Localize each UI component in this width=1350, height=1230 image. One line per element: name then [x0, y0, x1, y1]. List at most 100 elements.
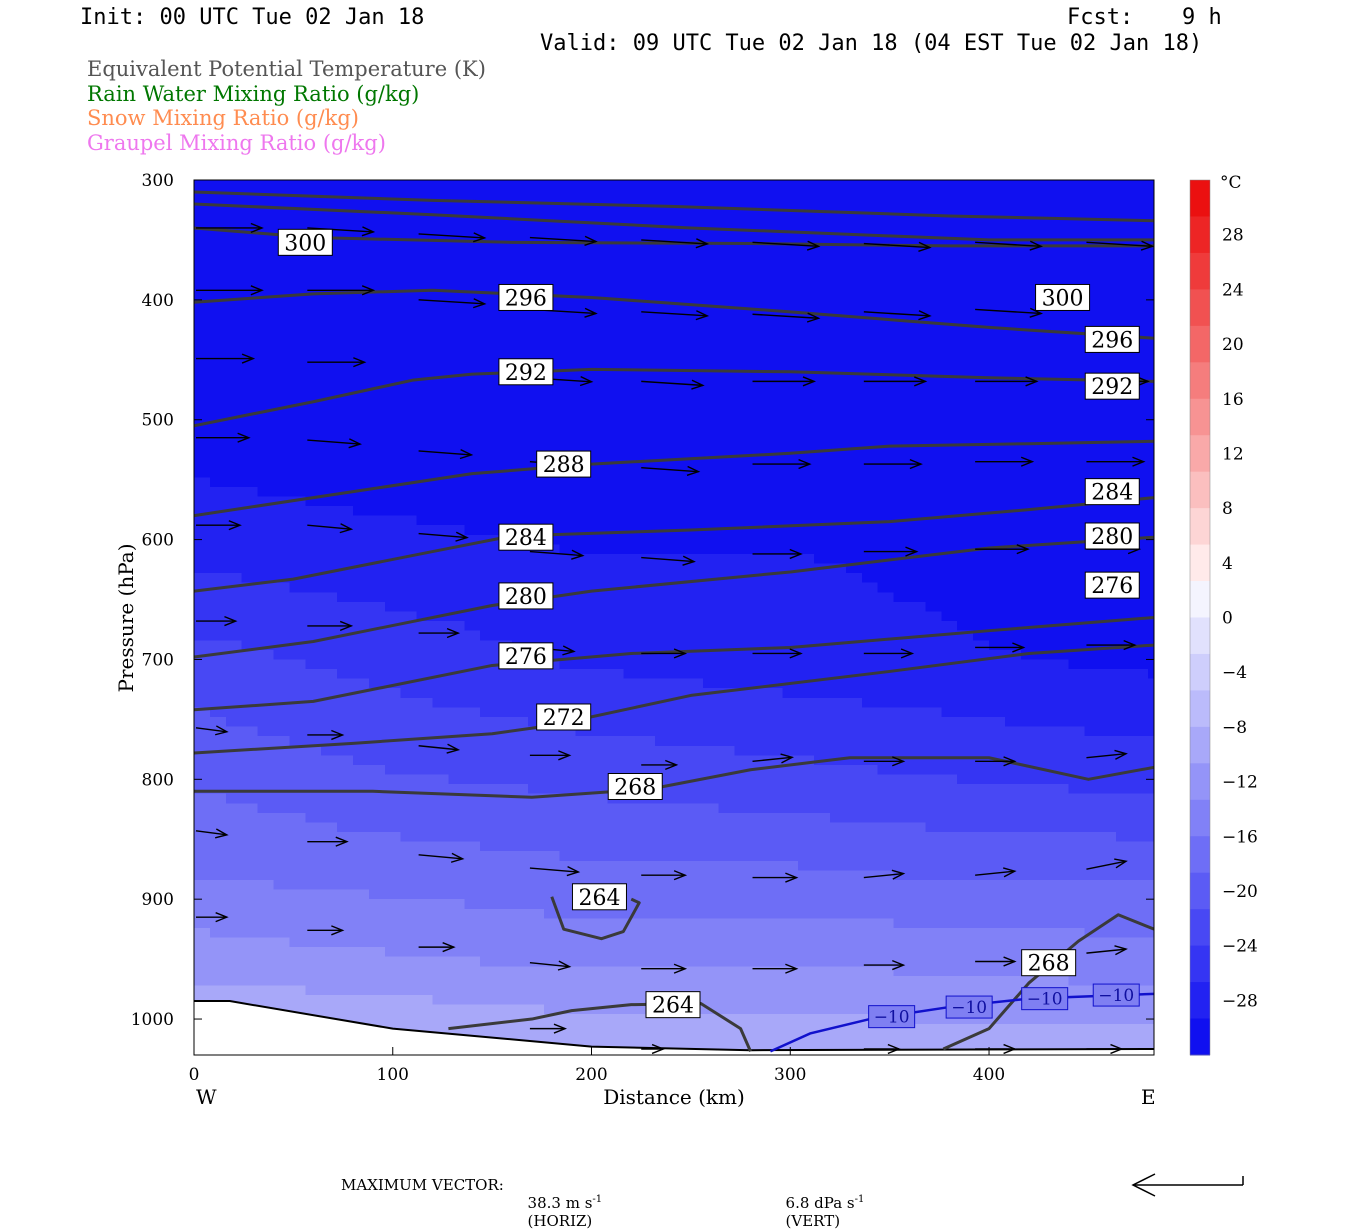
temperature-cell [369, 295, 385, 305]
temperature-cell [735, 861, 751, 871]
temperature-cell [703, 803, 719, 813]
temperature-cell [321, 803, 337, 813]
temperature-cell [385, 928, 401, 938]
temperature-cell [1148, 305, 1164, 315]
temperature-cell [878, 190, 894, 200]
temperature-cell [1100, 707, 1116, 717]
temperature-cell [576, 775, 592, 785]
temperature-cell [210, 573, 226, 583]
temperature-cell [1005, 928, 1021, 938]
temperature-cell [528, 506, 544, 516]
temperature-cell [719, 832, 735, 842]
temperature-cell [973, 496, 989, 506]
temperature-cell [1005, 343, 1021, 353]
temperature-cell [1053, 401, 1069, 411]
temperature-cell [242, 803, 258, 813]
temperature-cell [623, 679, 639, 689]
temperature-cell [1069, 727, 1085, 737]
temperature-cell [910, 602, 926, 612]
temperature-cell [528, 755, 544, 765]
temperature-cell [830, 487, 846, 497]
temperature-cell [210, 775, 226, 785]
temperature-cell [878, 650, 894, 660]
temperature-cell [496, 391, 512, 401]
temperature-cell [1069, 880, 1085, 890]
temperature-cell [941, 429, 957, 439]
temperature-cell [242, 679, 258, 689]
temperature-cell [289, 353, 305, 363]
temperature-cell [719, 631, 735, 641]
temperature-cell [862, 343, 878, 353]
temperature-cell [592, 775, 608, 785]
temperature-cell [973, 899, 989, 909]
temperature-cell [814, 343, 830, 353]
temperature-cell [258, 842, 274, 852]
temperature-cell [1021, 727, 1037, 737]
temperature-cell [1005, 295, 1021, 305]
temperature-cell [385, 362, 401, 372]
temperature-cell [1100, 736, 1116, 746]
temperature-cell [258, 333, 274, 343]
temperature-cell [814, 295, 830, 305]
temperature-cell [1005, 851, 1021, 861]
temperature-cell [639, 861, 655, 871]
temperature-cell [910, 429, 926, 439]
temperature-cell [878, 899, 894, 909]
temperature-cell [592, 822, 608, 832]
temperature-cell [258, 870, 274, 880]
temperature-cell [242, 669, 258, 679]
temperature-cell [1037, 803, 1053, 813]
temperature-cell [305, 928, 321, 938]
temperature-cell [226, 631, 242, 641]
temperature-cell [242, 707, 258, 717]
temperature-cell [703, 180, 719, 190]
temperature-cell [512, 928, 528, 938]
temperature-cell [464, 257, 480, 267]
temperature-cell [1037, 688, 1053, 698]
temperature-cell [925, 343, 941, 353]
temperature-cell [941, 190, 957, 200]
temperature-cell [671, 257, 687, 267]
temperature-cell [337, 775, 353, 785]
temperature-cell [1053, 909, 1069, 919]
temperature-cell [782, 612, 798, 622]
temperature-cell [258, 822, 274, 832]
temperature-cell [941, 612, 957, 622]
temperature-cell [782, 276, 798, 286]
temperature-cell [1005, 276, 1021, 286]
temperature-cell [1084, 717, 1100, 727]
temperature-cell [639, 506, 655, 516]
temperature-cell [1069, 583, 1085, 593]
temperature-cell [242, 458, 258, 468]
temperature-cell [464, 957, 480, 967]
temperature-cell [1053, 688, 1069, 698]
temperature-cell [1037, 353, 1053, 363]
temperature-cell [242, 899, 258, 909]
temperature-cell [846, 343, 862, 353]
temperature-cell [433, 401, 449, 411]
temperature-cell [274, 506, 290, 516]
temperature-cell [671, 899, 687, 909]
temperature-cell [1116, 669, 1132, 679]
temperature-cell [766, 180, 782, 190]
temperature-cell [957, 899, 973, 909]
temperature-cell [464, 688, 480, 698]
temperature-cell [353, 669, 369, 679]
temperature-cell [448, 276, 464, 286]
temperature-cell [496, 487, 512, 497]
temperature-cell [194, 736, 210, 746]
temperature-cell [655, 506, 671, 516]
temperature-cell [1005, 794, 1021, 804]
temperature-cell [385, 372, 401, 382]
temperature-cell [305, 554, 321, 564]
temperature-cell [337, 333, 353, 343]
temperature-cell [894, 285, 910, 295]
temperature-cell [687, 813, 703, 823]
temperature-cell [719, 401, 735, 411]
temperature-cell [687, 832, 703, 842]
temperature-cell [655, 890, 671, 900]
temperature-cell [798, 583, 814, 593]
temperature-cell [433, 707, 449, 717]
temperature-cell [1037, 343, 1053, 353]
temperature-cell [639, 439, 655, 449]
